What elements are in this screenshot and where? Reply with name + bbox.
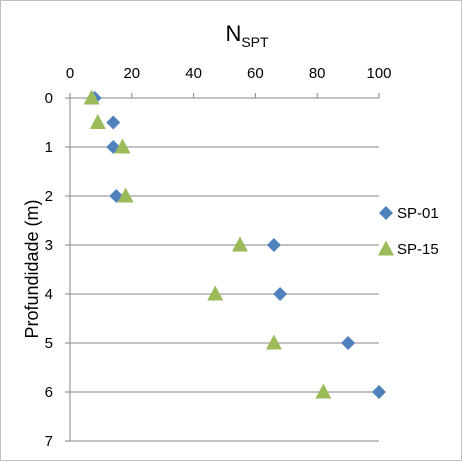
x-tick-label-80: 80 — [309, 65, 326, 82]
sp-15-point-3 — [117, 187, 134, 203]
sp-01-point-6 — [341, 336, 356, 350]
axes — [65, 93, 380, 442]
tick-labels: 0 20 40 60 80 100 0 1 2 3 4 5 6 7 — [45, 65, 392, 450]
x-tick-label-20: 20 — [123, 65, 140, 82]
x-tick-label-40: 40 — [185, 65, 202, 82]
sp-15-point-5 — [207, 285, 224, 301]
legend: SP-01 SP-15 — [378, 205, 439, 258]
sp-01-point-4 — [266, 238, 281, 252]
y-tick-label-0: 0 — [45, 90, 53, 107]
legend-label-sp-15: SP-15 — [397, 241, 439, 258]
legend-label-sp-01: SP-01 — [397, 205, 439, 222]
y-tick-label-4: 4 — [45, 286, 53, 303]
y-tick-label-2: 2 — [45, 188, 53, 205]
y-tick-label-1: 1 — [45, 139, 53, 156]
x-axis-title: NSPT — [225, 21, 269, 50]
sp-15-point-0 — [83, 89, 100, 105]
sp-15-point-2 — [114, 138, 131, 154]
x-tick-label-60: 60 — [247, 65, 264, 82]
legend-marker-sp-01 — [379, 206, 393, 220]
sp-15-point-6 — [265, 334, 282, 350]
sp-01-point-1 — [106, 115, 121, 130]
y-axis-title: Profundidade (m) — [22, 199, 42, 338]
data-points — [83, 89, 386, 399]
sp-15-point-7 — [315, 383, 332, 399]
sp-01-point-5 — [273, 287, 288, 301]
y-tick-label-7: 7 — [45, 433, 53, 450]
x-tick-label-0: 0 — [66, 65, 74, 82]
sp-01-point-7 — [372, 385, 386, 399]
sp-15-point-1 — [89, 114, 106, 129]
x-tick-label-100: 100 — [366, 65, 391, 82]
x-axis-title-main: N — [225, 21, 241, 46]
sp-15-point-4 — [231, 236, 248, 252]
y-tick-label-6: 6 — [45, 384, 53, 401]
x-axis-title-subscript: SPT — [241, 34, 269, 50]
legend-marker-sp-15 — [378, 240, 394, 256]
y-tick-label-3: 3 — [45, 237, 53, 254]
y-tick-label-5: 5 — [45, 335, 53, 352]
